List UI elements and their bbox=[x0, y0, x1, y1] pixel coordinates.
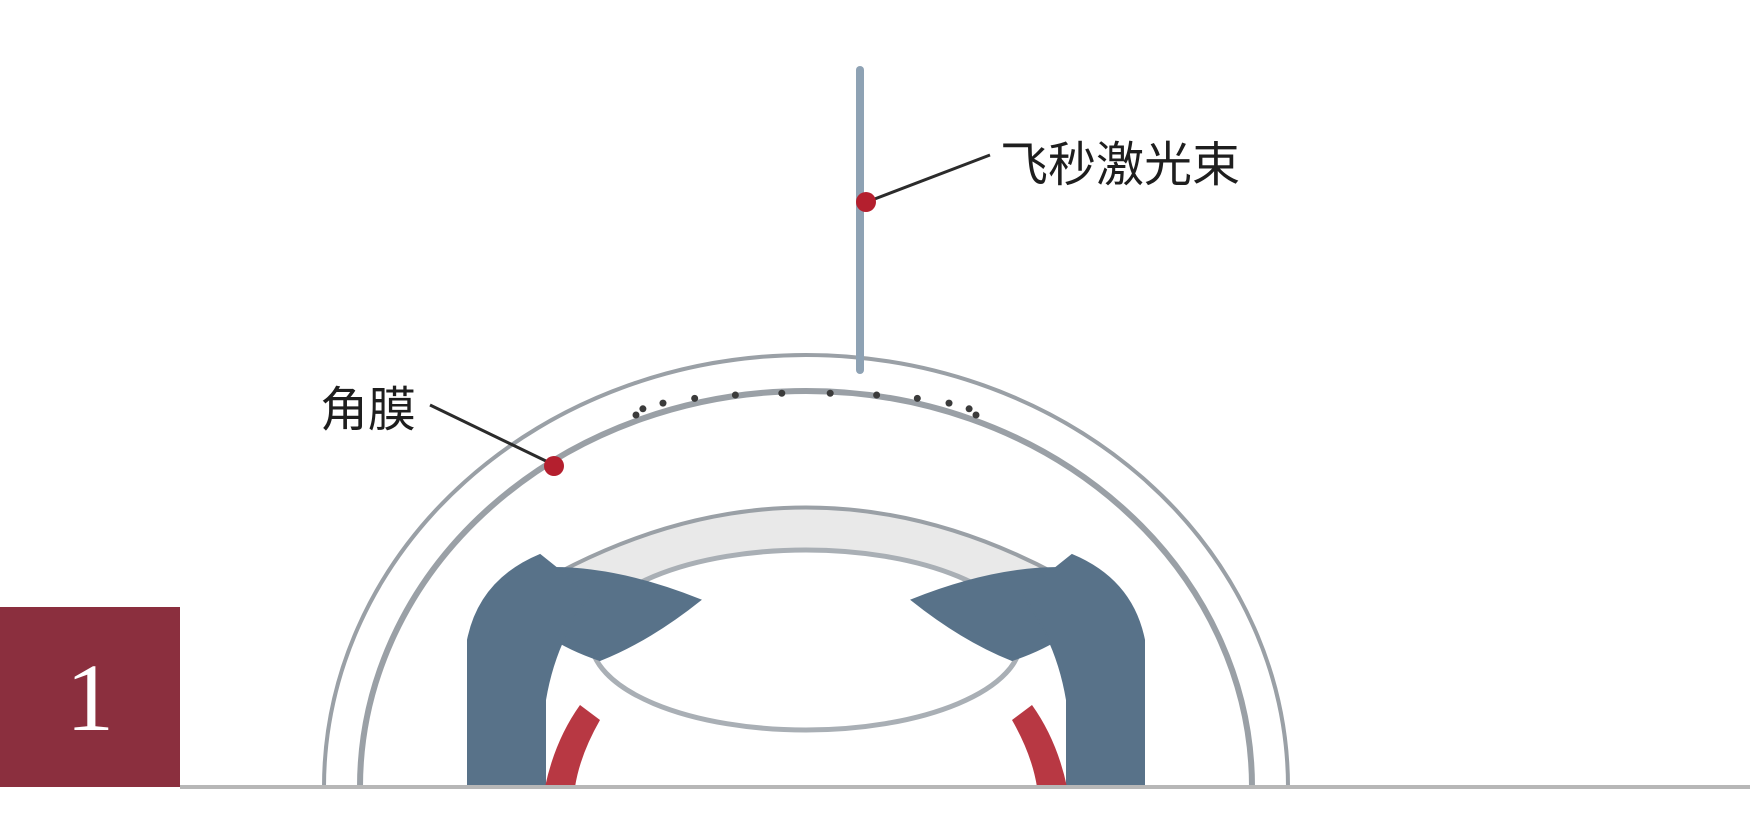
label-laser-leader bbox=[872, 155, 990, 200]
label-cornea-marker bbox=[544, 456, 564, 476]
step-number-badge: 1 bbox=[0, 607, 180, 787]
step-number: 1 bbox=[66, 642, 114, 753]
lens bbox=[591, 550, 1021, 730]
retina-right bbox=[1012, 705, 1067, 787]
eye-diagram-svg bbox=[0, 0, 1750, 827]
retina-left bbox=[545, 705, 600, 787]
label-laser-beam: 飞秒激光束 bbox=[1000, 125, 1240, 195]
diagram-canvas: 1 飞秒激光束 角膜 bbox=[0, 0, 1750, 827]
label-cornea: 角膜 bbox=[320, 370, 416, 440]
label-laser-marker bbox=[856, 192, 876, 212]
